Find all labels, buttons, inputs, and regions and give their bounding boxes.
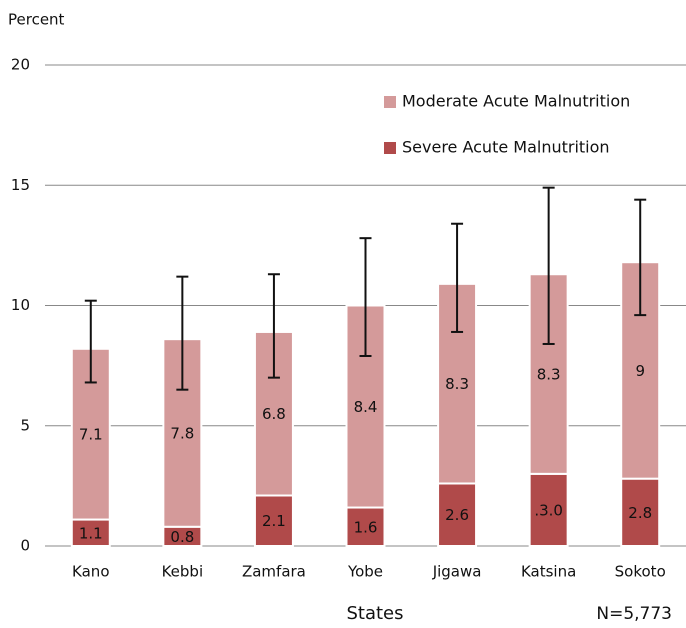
x-tick-label: Yobe xyxy=(347,563,383,581)
annotation: N=5,773 xyxy=(596,604,672,624)
legend-swatch xyxy=(384,142,396,154)
data-label: 8.3 xyxy=(445,375,469,393)
data-label: 1.1 xyxy=(79,524,103,542)
x-tick-label: Zamfara xyxy=(242,563,306,581)
data-label: 8.4 xyxy=(354,398,378,416)
y-tick-label: 10 xyxy=(11,296,30,314)
data-label: 9 xyxy=(635,362,645,380)
bar-segment xyxy=(437,482,478,547)
x-axis-label: States xyxy=(346,603,403,624)
bar-segment xyxy=(528,472,569,548)
data-label: 2.8 xyxy=(628,504,652,522)
data-label: 7.8 xyxy=(170,424,194,442)
bar-segment xyxy=(345,506,386,547)
x-tick-label: Sokoto xyxy=(615,563,666,581)
data-label: 1.6 xyxy=(354,518,378,536)
y-tick-label: 15 xyxy=(11,176,30,194)
data-label: 2.6 xyxy=(445,506,469,524)
legend-label: Moderate Acute Malnutrition xyxy=(402,92,630,111)
x-tick-label: Katsina xyxy=(521,563,576,581)
bar-segment xyxy=(70,347,111,521)
data-label: 0.8 xyxy=(170,528,194,546)
data-label: 8.3 xyxy=(537,366,561,384)
legend-swatch xyxy=(384,96,396,108)
y-tick-label: 20 xyxy=(11,56,30,74)
x-tick-label: Kano xyxy=(72,563,109,581)
y-tick-label: 0 xyxy=(20,537,30,555)
x-tick-label: Kebbi xyxy=(162,563,204,581)
bar-segment xyxy=(620,477,661,547)
data-label: 2.1 xyxy=(262,512,286,530)
x-tick-label: Jigawa xyxy=(432,563,482,581)
legend-label: Severe Acute Malnutrition xyxy=(402,138,610,157)
y-tick-label: 5 xyxy=(20,416,30,434)
y-axis-label: Percent xyxy=(8,11,65,29)
data-label: 6.8 xyxy=(262,405,286,423)
bar-segment xyxy=(253,494,294,547)
data-label: .3.0 xyxy=(534,501,563,519)
data-label: 7.1 xyxy=(79,426,103,444)
